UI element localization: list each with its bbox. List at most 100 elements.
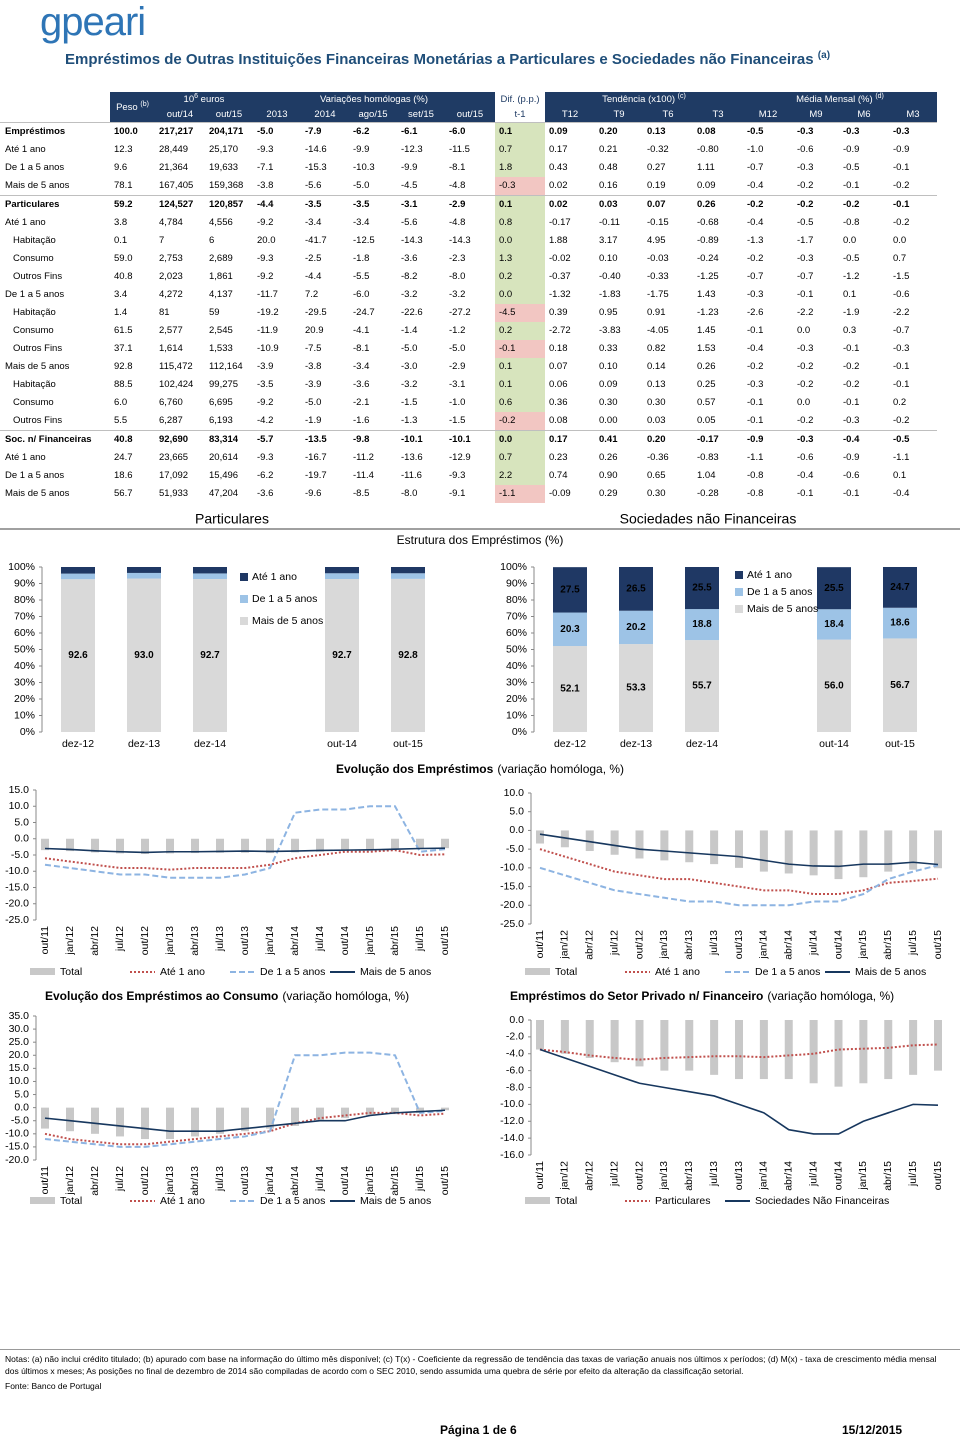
table-row: Habitação 88.5 102,424 99,275 -3.5 -3.9 -3.6 -3…	[0, 376, 937, 394]
bar	[316, 838, 324, 852]
x-tick-label: jul/14	[807, 930, 819, 956]
x-tick-label: jan/12	[559, 930, 571, 960]
cell: -5.7	[253, 430, 301, 449]
cell: -5.0	[253, 122, 301, 141]
bar	[66, 1107, 74, 1132]
x-tick-label: out/15	[439, 1166, 451, 1195]
bar	[884, 830, 893, 872]
evolution-title-sub: (variação homóloga, %)	[497, 762, 624, 776]
x-tick-label: dez-12	[554, 738, 586, 750]
y-tick-label: 10%	[14, 709, 35, 721]
y-tick-label: -25.0	[5, 914, 29, 926]
cell: -0.3	[797, 343, 814, 354]
weight-header: Peso (b)	[110, 92, 155, 123]
cell: -10.1	[397, 430, 445, 449]
bar-segment	[619, 644, 653, 732]
cell: -1.0	[747, 144, 764, 155]
sub-header: ago/15	[349, 107, 397, 123]
x-tick-label: out-15	[393, 738, 423, 750]
cell: -5.0	[449, 343, 466, 354]
cell: 88.5	[114, 379, 133, 390]
cell: 0.0	[495, 430, 545, 449]
cell: -3.5	[349, 195, 397, 214]
cell: -0.6	[797, 144, 814, 155]
cell: 0.02	[545, 195, 595, 214]
cell: -0.7	[747, 271, 764, 282]
cell: 0.3	[843, 325, 857, 336]
cell: -14.3	[401, 235, 423, 246]
cell: -0.2	[743, 195, 793, 214]
cell: 4.95	[647, 235, 666, 246]
cell: -1.32	[549, 289, 571, 300]
bar-segment	[685, 640, 719, 732]
cell: 59.0	[114, 253, 133, 264]
x-tick-label: out/13	[239, 1166, 251, 1195]
y-tick-label: -15.0	[5, 1141, 29, 1153]
cell: 0.14	[647, 361, 666, 372]
table-row: Empréstimos 100.0 217,217 204,171 -5.0 -7.9 -6…	[0, 122, 937, 141]
cell: 0.30	[647, 488, 666, 499]
cell: -9.9	[401, 162, 418, 173]
cell: 0.57	[697, 397, 716, 408]
x-tick-label: out-14	[327, 738, 357, 750]
cell: -3.2	[449, 289, 466, 300]
cell: 20,614	[209, 452, 239, 463]
line	[44, 1051, 446, 1148]
cell: -3.1	[449, 379, 466, 390]
data-label: 92.7	[332, 650, 352, 661]
cell: -2.3	[449, 253, 466, 264]
bar-segment	[817, 567, 851, 610]
y-tick-label: 5.0	[14, 1088, 29, 1100]
cell: -0.2	[747, 361, 764, 372]
cell: -11.2	[353, 452, 374, 463]
cell: -0.4	[747, 217, 764, 228]
cell: 12.3	[114, 144, 133, 155]
x-tick-label: out/14	[832, 1161, 844, 1190]
bar	[685, 830, 694, 863]
cell: 0.16	[599, 180, 618, 191]
table-row: Habitação 1.4 81 59 -19.2 -29.5 -24.7 -22.6 -27.…	[0, 304, 937, 322]
y-tick-label: 0.0	[509, 1014, 524, 1026]
y-tick-label: -5.0	[11, 1115, 29, 1127]
bar	[934, 1020, 942, 1071]
cell: -19.7	[305, 470, 327, 481]
cell: 0.13	[647, 379, 666, 390]
row-label: Outros Fins	[13, 271, 63, 282]
cell: 124,527	[155, 195, 205, 214]
table-row: Consumo 6.0 6,760 6,695 -9.2 -5.0 -2.1 -1.5 -1.0…	[0, 394, 937, 412]
x-tick-label: jan/13	[164, 1166, 176, 1196]
cell: 24.7	[114, 452, 133, 463]
bar	[391, 1107, 399, 1115]
line	[44, 1109, 446, 1132]
bar	[216, 1107, 224, 1134]
y-tick-label: 15.0	[9, 1062, 30, 1074]
bar	[191, 838, 199, 854]
cell: -9.3	[257, 253, 274, 264]
cell: -9.3	[257, 144, 274, 155]
cell: 81	[159, 307, 170, 318]
cell: 2,753	[159, 253, 183, 264]
x-tick-label: jul/13	[708, 930, 720, 956]
trend-text: Tendência (x100)	[602, 94, 676, 105]
cell: 17,092	[159, 470, 189, 481]
data-label: 18.4	[824, 619, 844, 630]
cell: -4.4	[305, 271, 322, 282]
row-label: Até 1 ano	[5, 144, 46, 155]
cell: -7.5	[305, 343, 322, 354]
cell: -0.3	[747, 379, 764, 390]
cell: 115,472	[159, 361, 193, 372]
cell: -0.3	[747, 289, 764, 300]
cell: -0.9	[743, 430, 793, 449]
cell: 0.33	[599, 343, 618, 354]
cell: -1.6	[353, 415, 370, 426]
cell: 0.91	[647, 307, 666, 318]
data-label: 27.5	[560, 584, 580, 595]
x-tick-label: abr/14	[289, 926, 301, 956]
bar-segment	[127, 578, 161, 732]
bar-segment	[325, 579, 359, 732]
chart-title: Sociedades não Financeiras	[620, 511, 797, 527]
cell: 204,171	[205, 122, 253, 141]
y-tick-label: 70%	[506, 610, 527, 622]
x-tick-label: jan/12	[559, 1161, 571, 1191]
legend-swatch	[735, 588, 743, 596]
